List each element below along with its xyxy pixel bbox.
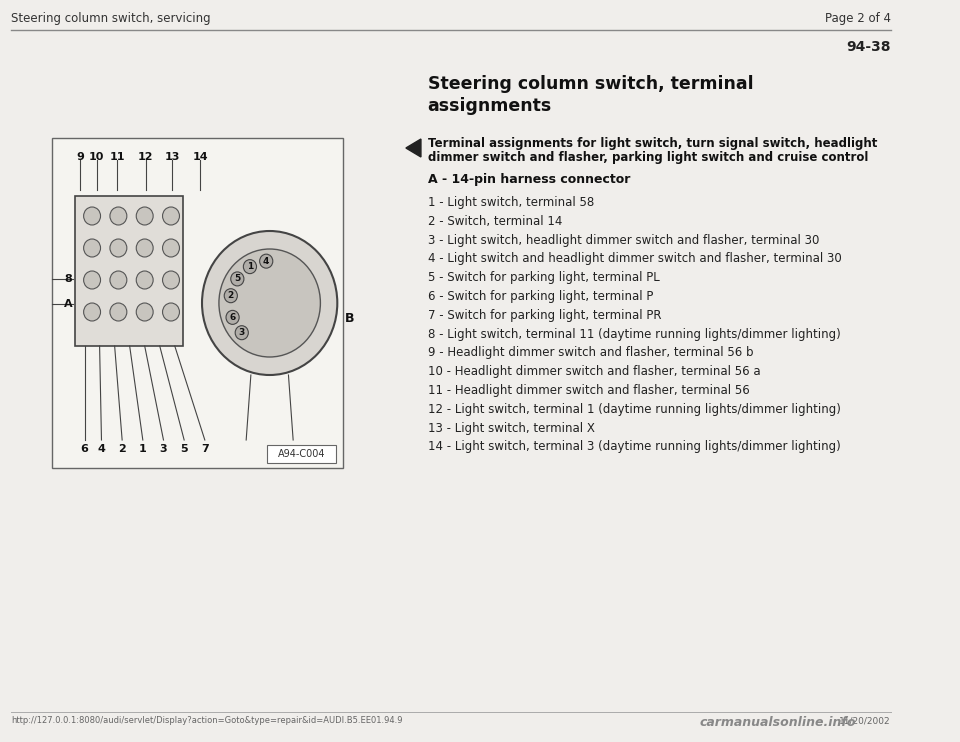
Circle shape <box>162 303 180 321</box>
Circle shape <box>136 207 154 225</box>
Text: 4 - Light switch and headlight dimmer switch and flasher, terminal 30: 4 - Light switch and headlight dimmer sw… <box>427 252 841 266</box>
Text: 1: 1 <box>139 444 147 454</box>
Text: 3 - Light switch, headlight dimmer switch and flasher, terminal 30: 3 - Light switch, headlight dimmer switc… <box>427 234 819 246</box>
Circle shape <box>162 271 180 289</box>
Text: 7 - Switch for parking light, terminal PR: 7 - Switch for parking light, terminal P… <box>427 309 661 322</box>
Text: 1 - Light switch, terminal 58: 1 - Light switch, terminal 58 <box>427 196 594 209</box>
Circle shape <box>136 239 154 257</box>
Text: 11 - Headlight dimmer switch and flasher, terminal 56: 11 - Headlight dimmer switch and flasher… <box>427 384 749 397</box>
Circle shape <box>219 249 321 357</box>
Circle shape <box>226 310 239 324</box>
Text: 13: 13 <box>164 152 180 162</box>
Text: 7: 7 <box>201 444 208 454</box>
Circle shape <box>136 271 154 289</box>
Circle shape <box>84 207 101 225</box>
FancyBboxPatch shape <box>267 445 336 463</box>
Text: B: B <box>345 312 354 324</box>
Text: 10: 10 <box>89 152 105 162</box>
Circle shape <box>243 260 256 274</box>
Text: 6: 6 <box>229 313 236 322</box>
Text: 14: 14 <box>192 152 208 162</box>
Text: 5: 5 <box>234 275 240 283</box>
Circle shape <box>84 271 101 289</box>
Text: 8 - Light switch, terminal 11 (daytime running lights/dimmer lighting): 8 - Light switch, terminal 11 (daytime r… <box>427 328 840 341</box>
Text: A: A <box>64 299 73 309</box>
Text: 14 - Light switch, terminal 3 (daytime running lights/dimmer lighting): 14 - Light switch, terminal 3 (daytime r… <box>427 441 840 453</box>
Polygon shape <box>406 139 420 157</box>
Circle shape <box>202 231 337 375</box>
Text: 9 - Headlight dimmer switch and flasher, terminal 56 b: 9 - Headlight dimmer switch and flasher,… <box>427 347 753 359</box>
Text: assignments: assignments <box>427 97 552 115</box>
Circle shape <box>110 239 127 257</box>
Circle shape <box>230 272 244 286</box>
Text: A - 14-pin harness connector: A - 14-pin harness connector <box>427 173 630 186</box>
Text: 2: 2 <box>228 291 234 301</box>
Text: 2 - Switch, terminal 14: 2 - Switch, terminal 14 <box>427 214 562 228</box>
Circle shape <box>110 271 127 289</box>
Text: 11: 11 <box>109 152 125 162</box>
Text: 1: 1 <box>247 262 253 271</box>
Circle shape <box>225 289 237 303</box>
Text: 10 - Headlight dimmer switch and flasher, terminal 56 a: 10 - Headlight dimmer switch and flasher… <box>427 365 760 378</box>
Text: 5 - Switch for parking light, terminal PL: 5 - Switch for parking light, terminal P… <box>427 271 660 284</box>
Text: A94-C004: A94-C004 <box>277 449 325 459</box>
Text: 12: 12 <box>138 152 154 162</box>
Text: 12 - Light switch, terminal 1 (daytime running lights/dimmer lighting): 12 - Light switch, terminal 1 (daytime r… <box>427 403 840 416</box>
Text: Steering column switch, terminal: Steering column switch, terminal <box>427 75 754 93</box>
Text: 9: 9 <box>76 152 84 162</box>
Bar <box>75 196 183 346</box>
Text: 6: 6 <box>81 444 88 454</box>
Text: Terminal assignments for light switch, turn signal switch, headlight: Terminal assignments for light switch, t… <box>427 137 876 150</box>
Text: 13 - Light switch, terminal X: 13 - Light switch, terminal X <box>427 421 594 435</box>
Text: 5: 5 <box>180 444 188 454</box>
Text: 11/20/2002: 11/20/2002 <box>839 716 891 725</box>
Circle shape <box>110 303 127 321</box>
Text: Steering column switch, servicing: Steering column switch, servicing <box>12 12 211 25</box>
Circle shape <box>136 303 154 321</box>
Text: carmanualsonline.info: carmanualsonline.info <box>700 716 856 729</box>
Text: dimmer switch and flasher, parking light switch and cruise control: dimmer switch and flasher, parking light… <box>427 151 868 164</box>
Text: 3: 3 <box>159 444 167 454</box>
Text: http://127.0.0.1:8080/audi/servlet/Display?action=Goto&type=repair&id=AUDI.B5.EE: http://127.0.0.1:8080/audi/servlet/Displ… <box>12 716 403 725</box>
Text: 2: 2 <box>118 444 126 454</box>
Text: 4: 4 <box>263 257 270 266</box>
Bar <box>52 138 343 468</box>
Circle shape <box>162 239 180 257</box>
Text: 8: 8 <box>64 274 72 283</box>
Circle shape <box>110 207 127 225</box>
Text: Page 2 of 4: Page 2 of 4 <box>825 12 891 25</box>
Text: 4: 4 <box>98 444 106 454</box>
Text: 94-38: 94-38 <box>846 40 891 54</box>
Circle shape <box>259 255 273 268</box>
Text: 6 - Switch for parking light, terminal P: 6 - Switch for parking light, terminal P <box>427 290 653 303</box>
Circle shape <box>84 303 101 321</box>
Circle shape <box>162 207 180 225</box>
Circle shape <box>235 326 249 340</box>
Text: 3: 3 <box>239 328 245 337</box>
Circle shape <box>84 239 101 257</box>
